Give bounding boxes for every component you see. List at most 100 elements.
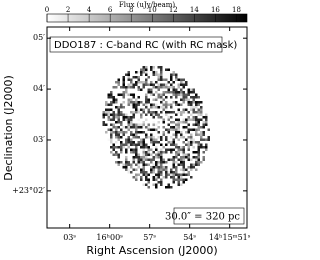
pixel	[177, 173, 180, 176]
pixel	[185, 81, 188, 84]
pixel	[165, 171, 168, 174]
pixel	[110, 123, 113, 126]
pixel	[117, 113, 120, 116]
pixel	[142, 173, 145, 176]
pixel	[185, 93, 188, 96]
pixel	[165, 108, 168, 111]
pixel	[160, 173, 163, 176]
pixel	[135, 76, 138, 79]
pixel	[192, 128, 195, 131]
pixel	[107, 113, 110, 116]
pixel	[137, 141, 140, 144]
pixel	[135, 101, 138, 104]
pixel	[142, 66, 145, 69]
pixel	[170, 141, 173, 144]
pixel	[132, 123, 135, 126]
pixel	[175, 151, 178, 154]
pixel	[182, 173, 185, 176]
pixel	[132, 126, 135, 129]
pixel	[155, 186, 158, 189]
pixel	[142, 146, 145, 149]
pixel	[172, 143, 175, 146]
pixel	[170, 158, 173, 161]
pixel	[180, 161, 183, 164]
pixel	[155, 138, 158, 141]
pixel	[145, 101, 148, 104]
pixel	[182, 111, 185, 114]
pixel	[180, 83, 183, 86]
pixel	[140, 168, 143, 171]
pixel	[175, 131, 178, 134]
pixel	[172, 126, 175, 129]
colorbar-tick-label: 12	[169, 6, 178, 14]
pixel	[127, 73, 130, 76]
pixel	[117, 163, 120, 166]
pixel	[180, 136, 183, 139]
pixel	[147, 91, 150, 94]
pixel	[165, 143, 168, 146]
pixel	[145, 153, 148, 156]
pixel	[127, 103, 130, 106]
pixel	[137, 111, 140, 114]
x-tick-label: 57ˢ	[143, 233, 156, 242]
pixel	[155, 73, 158, 76]
pixel	[197, 101, 200, 104]
pixel	[110, 133, 113, 136]
pixel	[125, 126, 128, 129]
pixel	[182, 121, 185, 124]
pixel	[155, 166, 158, 169]
pixel	[147, 136, 150, 139]
pixel	[147, 128, 150, 131]
pixel	[150, 81, 153, 84]
pixel	[182, 156, 185, 159]
pixel	[160, 78, 163, 81]
pixel	[145, 131, 148, 134]
pixel	[150, 113, 153, 116]
pixel	[152, 166, 155, 169]
pixel	[180, 96, 183, 99]
pixel	[132, 143, 135, 146]
pixel	[177, 78, 180, 81]
pixel	[145, 151, 148, 154]
pixel	[162, 126, 165, 129]
pixel	[145, 78, 148, 81]
pixel	[125, 156, 128, 159]
pixel	[167, 116, 170, 119]
pixel	[127, 138, 130, 141]
pixel	[115, 153, 118, 156]
pixel	[125, 91, 128, 94]
pixel	[110, 118, 113, 121]
pixel	[180, 98, 183, 101]
pixel	[182, 166, 185, 169]
scalebar-box	[173, 207, 245, 225]
pixel	[142, 68, 145, 71]
pixel	[142, 168, 145, 171]
pixel	[147, 158, 150, 161]
pixel	[142, 141, 145, 144]
pixel	[177, 138, 180, 141]
pixel	[172, 178, 175, 181]
pixel	[127, 118, 130, 121]
pixel	[170, 121, 173, 124]
pixel	[185, 108, 188, 111]
pixel	[165, 173, 168, 176]
pixel	[160, 111, 163, 114]
pixel	[160, 86, 163, 89]
pixel	[122, 91, 125, 94]
pixel	[132, 113, 135, 116]
pixel	[150, 83, 153, 86]
pixel	[115, 106, 118, 109]
pixel	[147, 83, 150, 86]
pixel	[157, 106, 160, 109]
pixel	[120, 128, 123, 131]
pixel	[157, 173, 160, 176]
pixel	[192, 156, 195, 159]
pixel	[145, 183, 148, 186]
pixel	[177, 146, 180, 149]
colorbar-tick-label: 10	[148, 6, 157, 14]
pixel	[150, 66, 153, 69]
pixel	[135, 151, 138, 154]
pixel	[130, 138, 133, 141]
pixel	[147, 173, 150, 176]
pixel	[132, 158, 135, 161]
